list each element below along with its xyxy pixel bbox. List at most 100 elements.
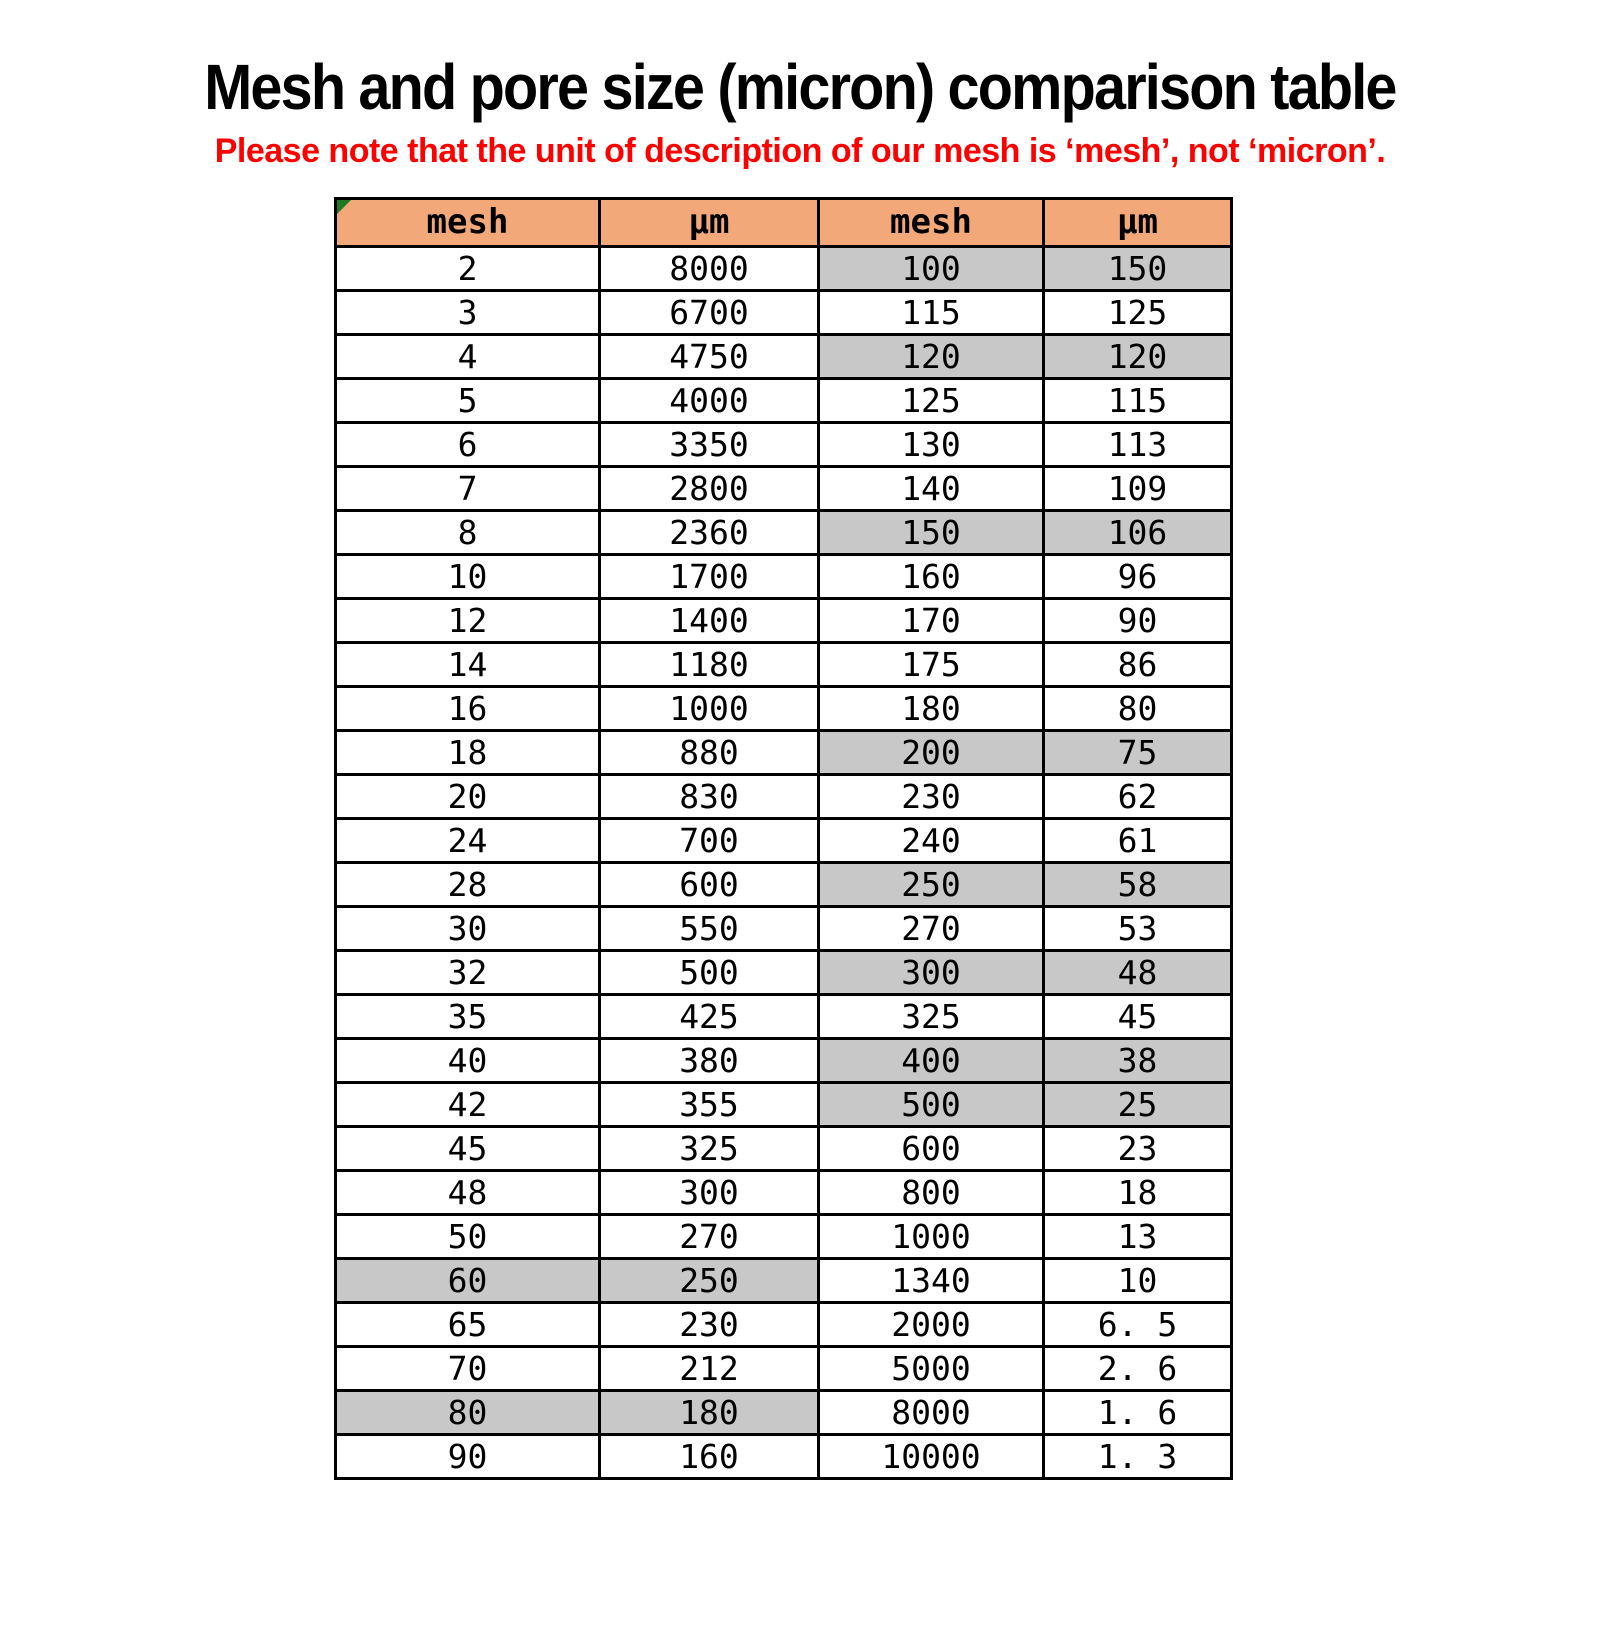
mesh-value-cell: 325: [817, 993, 1045, 1040]
table-row: 30 550 270 53: [334, 905, 1233, 952]
table-row: 45 325 600 23: [334, 1125, 1233, 1172]
mesh-value-cell: 175: [817, 641, 1045, 688]
micron-value-cell: 38: [1042, 1037, 1233, 1084]
mesh-value-cell: 120: [817, 333, 1045, 380]
mesh-value-cell: 50: [334, 1213, 601, 1260]
page-subtitle: Please note that the unit of description…: [214, 132, 1386, 170]
mesh-value-cell: 10: [334, 553, 601, 600]
table-header-row: mesh μm mesh μm: [334, 197, 1233, 248]
micron-value-cell: 425: [598, 993, 820, 1040]
micron-value-cell: 75: [1042, 729, 1233, 776]
table-row: 2 8000 100 150: [334, 245, 1233, 292]
micron-value-cell: 115: [1042, 377, 1233, 424]
mesh-value-cell: 90: [334, 1433, 601, 1480]
mesh-value-cell: 45: [334, 1125, 601, 1172]
table-body: 2 8000 100 150 3 6700 115 125 4 4750 120 120 5 4000 12…: [334, 245, 1233, 1480]
micron-value-cell: 3350: [598, 421, 820, 468]
micron-value-cell: 18: [1042, 1169, 1233, 1216]
micron-value-cell: 1000: [598, 685, 820, 732]
table-row: 24 700 240 61: [334, 817, 1233, 864]
micron-value-cell: 500: [598, 949, 820, 996]
micron-value-cell: 6. 5: [1042, 1301, 1233, 1348]
table-row: 12 1400 170 90: [334, 597, 1233, 644]
micron-value-cell: 48: [1042, 949, 1233, 996]
mesh-value-cell: 270: [817, 905, 1045, 952]
table-row: 14 1180 175 86: [334, 641, 1233, 688]
table-row: 20 830 230 62: [334, 773, 1233, 820]
mesh-value-cell: 250: [817, 861, 1045, 908]
mesh-value-cell: 1000: [817, 1213, 1045, 1260]
table-row: 16 1000 180 80: [334, 685, 1233, 732]
mesh-value-cell: 3: [334, 289, 601, 336]
table-row: 32 500 300 48: [334, 949, 1233, 996]
micron-value-cell: 25: [1042, 1081, 1233, 1128]
micron-value-cell: 1. 6: [1042, 1389, 1233, 1436]
mesh-micron-comparison-table: mesh μm mesh μm 2 8000 100 150 3 6700 115 125 4 4…: [334, 197, 1233, 1480]
micron-value-cell: 325: [598, 1125, 820, 1172]
micron-value-cell: 600: [598, 861, 820, 908]
header-cell-mesh-left: mesh: [334, 197, 601, 248]
micron-value-cell: 300: [598, 1169, 820, 1216]
mesh-value-cell: 6: [334, 421, 601, 468]
mesh-value-cell: 800: [817, 1169, 1045, 1216]
micron-value-cell: 109: [1042, 465, 1233, 512]
micron-value-cell: 380: [598, 1037, 820, 1084]
mesh-value-cell: 2: [334, 245, 601, 292]
micron-value-cell: 250: [598, 1257, 820, 1304]
mesh-value-cell: 240: [817, 817, 1045, 864]
micron-value-cell: 550: [598, 905, 820, 952]
micron-value-cell: 180: [598, 1389, 820, 1436]
table-row: 28 600 250 58: [334, 861, 1233, 908]
mesh-value-cell: 80: [334, 1389, 601, 1436]
micron-value-cell: 212: [598, 1345, 820, 1392]
table-row: 6 3350 130 113: [334, 421, 1233, 468]
micron-value-cell: 355: [598, 1081, 820, 1128]
table-row: 5 4000 125 115: [334, 377, 1233, 424]
mesh-value-cell: 28: [334, 861, 601, 908]
mesh-value-cell: 32: [334, 949, 601, 996]
micron-value-cell: 700: [598, 817, 820, 864]
micron-value-cell: 106: [1042, 509, 1233, 556]
mesh-value-cell: 20: [334, 773, 601, 820]
micron-value-cell: 230: [598, 1301, 820, 1348]
table-row: 40 380 400 38: [334, 1037, 1233, 1084]
micron-value-cell: 1400: [598, 597, 820, 644]
table-row: 3 6700 115 125: [334, 289, 1233, 336]
table-row: 60 250 1340 10: [334, 1257, 1233, 1304]
header-cell-micron-left: μm: [598, 197, 820, 248]
mesh-value-cell: 48: [334, 1169, 601, 1216]
mesh-value-cell: 60: [334, 1257, 601, 1304]
micron-value-cell: 2800: [598, 465, 820, 512]
mesh-value-cell: 2000: [817, 1301, 1045, 1348]
micron-value-cell: 160: [598, 1433, 820, 1480]
micron-value-cell: 23: [1042, 1125, 1233, 1172]
micron-value-cell: 45: [1042, 993, 1233, 1040]
mesh-value-cell: 12: [334, 597, 601, 644]
mesh-value-cell: 1340: [817, 1257, 1045, 1304]
micron-value-cell: 880: [598, 729, 820, 776]
table-row: 50 270 1000 13: [334, 1213, 1233, 1260]
mesh-value-cell: 10000: [817, 1433, 1045, 1480]
mesh-value-cell: 130: [817, 421, 1045, 468]
micron-value-cell: 270: [598, 1213, 820, 1260]
mesh-value-cell: 180: [817, 685, 1045, 732]
micron-value-cell: 53: [1042, 905, 1233, 952]
mesh-value-cell: 8000: [817, 1389, 1045, 1436]
table-row: 48 300 800 18: [334, 1169, 1233, 1216]
micron-value-cell: 61: [1042, 817, 1233, 864]
page-title-text: Mesh and pore size (micron) comparison t…: [204, 51, 1397, 123]
mesh-value-cell: 65: [334, 1301, 601, 1348]
micron-value-cell: 120: [1042, 333, 1233, 380]
page-title: Mesh and pore size (micron) comparison t…: [0, 50, 1600, 124]
mesh-value-cell: 70: [334, 1345, 601, 1392]
micron-value-cell: 830: [598, 773, 820, 820]
table-wrapper: mesh μm mesh μm 2 8000 100 150 3 6700 115 125 4 4…: [334, 197, 1233, 1480]
mesh-value-cell: 42: [334, 1081, 601, 1128]
mesh-value-cell: 600: [817, 1125, 1045, 1172]
mesh-value-cell: 40: [334, 1037, 601, 1084]
micron-value-cell: 2360: [598, 509, 820, 556]
mesh-value-cell: 230: [817, 773, 1045, 820]
micron-value-cell: 90: [1042, 597, 1233, 644]
micron-value-cell: 6700: [598, 289, 820, 336]
mesh-value-cell: 150: [817, 509, 1045, 556]
